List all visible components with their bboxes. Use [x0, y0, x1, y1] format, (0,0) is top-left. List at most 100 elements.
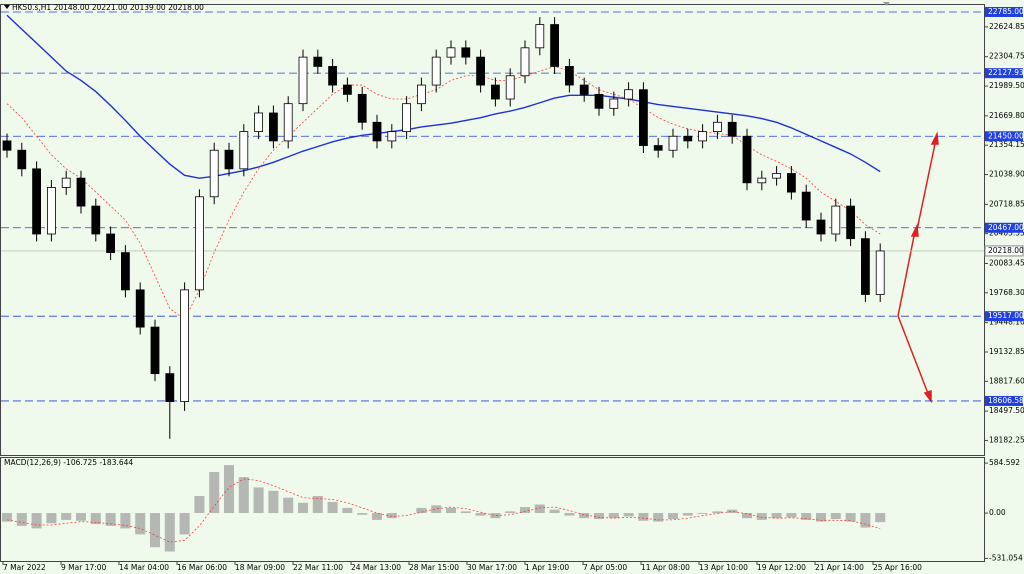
candle-body [372, 121, 382, 142]
candle-body [550, 24, 559, 67]
macd-bar [446, 507, 456, 514]
macd-bar [298, 502, 308, 514]
y-tick-label: 584.592 [989, 458, 1020, 467]
macd-bar [431, 505, 442, 514]
shift-marker [883, 2, 890, 6]
candle-body [861, 238, 870, 295]
candle-body [727, 121, 737, 137]
candle-body [150, 326, 160, 375]
macd-bar [372, 513, 382, 520]
macd-bar [505, 511, 516, 514]
arrow-head [930, 131, 939, 145]
macd-bar [786, 513, 797, 518]
y-tick-label: 21989.50 [989, 81, 1024, 90]
x-tick-label: 16 Mar 06:00 [177, 563, 227, 572]
macd-bar [2, 513, 12, 522]
y-tick-label: 21354.15 [989, 140, 1024, 149]
main-pane [0, 4, 985, 456]
macd-bar [534, 504, 545, 514]
macd-bar [756, 513, 767, 520]
candle-body [846, 205, 855, 240]
candle-body [76, 177, 86, 207]
macd-bar [579, 513, 590, 519]
macd-bar [179, 513, 190, 535]
arrow-line [897, 315, 930, 397]
macd-bar [283, 497, 294, 514]
macd-bar [875, 513, 886, 523]
candle-body [2, 140, 12, 151]
y-tick-label: 22624.85 [989, 22, 1024, 31]
candle-body [698, 131, 707, 142]
candle-body [298, 56, 308, 105]
candle-body [831, 205, 841, 235]
candle-body [461, 47, 471, 58]
x-tick-label: 21 Apr 14:00 [815, 563, 864, 572]
candle-body [594, 93, 604, 109]
y-tick-label: 20083.45 [989, 258, 1024, 267]
candle-body [180, 289, 190, 402]
candle-body [387, 131, 397, 142]
macd-bar [623, 513, 634, 517]
candle-body [505, 75, 515, 100]
macd-bar [653, 513, 664, 522]
macd-bar [594, 513, 604, 520]
macd-bar [771, 513, 782, 519]
moving-average [6, 66, 881, 321]
candle-body [106, 233, 115, 254]
macd-bar [357, 513, 368, 515]
candle-body [639, 89, 648, 146]
y-tick-label: 19768.30 [989, 288, 1024, 297]
candle-body [816, 219, 826, 235]
menu-arrow[interactable] [4, 5, 10, 9]
candle-body [875, 250, 885, 295]
price-label: 20218.00 [988, 246, 1024, 255]
x-tick-label: 28 Mar 15:00 [409, 563, 459, 572]
candle-body [431, 56, 441, 86]
macd-bar [327, 501, 338, 514]
candle-body [713, 121, 722, 133]
candle-body [520, 47, 530, 77]
level-label: 19517.00 [988, 311, 1024, 320]
macd-bar [801, 513, 812, 520]
macd-bar [76, 513, 86, 521]
candle-body [490, 84, 500, 100]
candle-body [757, 177, 767, 184]
candle-body [787, 173, 796, 193]
x-tick-label: 13 Apr 10:00 [699, 563, 748, 572]
x-tick-label: 25 Apr 16:00 [873, 563, 922, 572]
macd-bar [342, 507, 353, 514]
y-tick-label: 21669.80 [989, 111, 1024, 120]
arrow-line [916, 138, 937, 231]
macd-bar [520, 507, 530, 514]
x-tick-label: 18 Mar 09:00 [235, 563, 285, 572]
candle-body [742, 135, 752, 184]
macd-bar [31, 513, 42, 529]
x-tick-label: 24 Mar 13:00 [351, 563, 401, 572]
macd-bar [224, 465, 234, 514]
level-tag [985, 6, 1023, 17]
macd-bar [61, 513, 72, 520]
level-label: 22127.93 [988, 68, 1024, 77]
macd-bar [253, 487, 264, 514]
arrow-head [910, 223, 919, 237]
macd-bar [682, 513, 693, 516]
candle-body [61, 177, 71, 188]
macd-bar [238, 477, 249, 514]
candle-body [165, 373, 175, 402]
macd-bar [816, 513, 826, 522]
macd-bar [268, 490, 279, 514]
candle-body [416, 84, 426, 105]
candle-body [32, 168, 41, 235]
y-tick-label: 19448.10 [989, 318, 1024, 327]
macd-bar [120, 513, 131, 529]
candle-body [17, 149, 27, 170]
x-tick-label: 7 Mar 2022 [3, 563, 46, 572]
candle-body [579, 84, 589, 95]
x-tick-label: 19 Apr 12:00 [757, 563, 806, 572]
macd-bar [712, 511, 723, 514]
y-tick-label: 18817.60 [989, 376, 1024, 385]
candle-body [535, 24, 545, 49]
macd-bar [90, 513, 101, 525]
macd-bar [460, 511, 471, 514]
candle-body [47, 187, 56, 235]
